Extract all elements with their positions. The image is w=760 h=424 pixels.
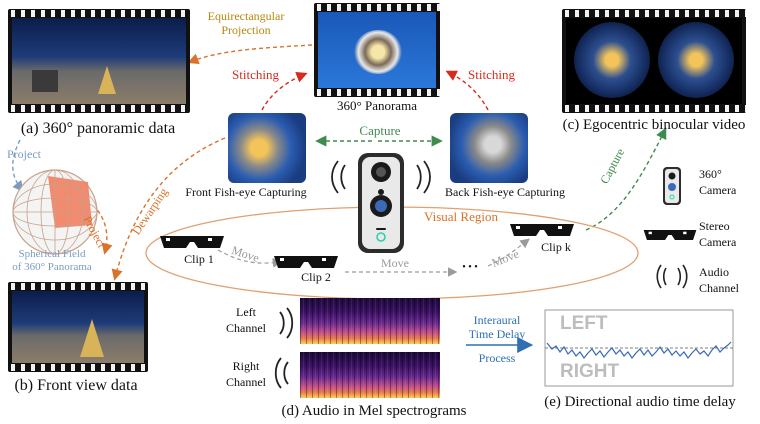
360-camera-icon: [358, 153, 404, 253]
left-plot-label: LEFT: [560, 313, 608, 334]
binocular-image: [566, 18, 742, 104]
front-fisheye-image: [228, 113, 306, 183]
panoramic-data-frame: [8, 9, 190, 113]
right-channel-label-1: Right: [232, 359, 260, 373]
front-fisheye-label: Front Fish-eye Capturing: [185, 185, 307, 199]
stereo-glasses-icon-clip2: [274, 256, 338, 268]
spherical-field-label-1: Spherical Field: [18, 248, 86, 260]
interaural-label-2: Time Delay: [468, 327, 526, 341]
panoramic-image: [12, 18, 186, 104]
tiny-planet: [354, 30, 402, 74]
stereo-glasses-icon-clip1: [160, 236, 224, 248]
arrow-stitching-right: [445, 70, 489, 111]
back-fisheye-label: Back Fish-eye Capturing: [445, 185, 565, 199]
project-left-label: Project: [7, 147, 41, 161]
clip-ellipsis: • • •: [462, 262, 478, 273]
arrow-dewarping: [111, 137, 226, 281]
spherical-field-label-2: of 360° Panorama: [12, 261, 92, 273]
legend-360-label-2: Camera: [699, 183, 737, 197]
legend-stereo-label-2: Camera: [699, 235, 737, 249]
process-label: Process: [478, 351, 516, 365]
stitching-left-label: Stitching: [232, 67, 279, 82]
clip-k-label: Clip k: [541, 240, 571, 254]
front-view-caption: (b) Front view data: [14, 377, 138, 394]
legend-audio-label-2: Channel: [699, 281, 739, 295]
wave-icon: [331, 160, 431, 194]
clip-1-label: Clip 1: [184, 252, 214, 266]
right-spectrogram: [300, 352, 440, 398]
panorama-frame: [314, 3, 440, 97]
stereo-glasses-icon-clipk: [510, 224, 574, 236]
left-channel-label-2: Channel: [226, 321, 266, 335]
left-channel-label-1: Left: [236, 305, 256, 319]
statue-shape: [32, 70, 58, 92]
capture-top-label: Capture: [359, 123, 401, 138]
time-delay-series: [546, 341, 732, 360]
panoramic-data-caption: (a) 360° panoramic data: [20, 120, 176, 137]
legend-stereo-label-1: Stereo: [699, 219, 730, 233]
globe-icon: [12, 169, 98, 255]
arrow-equirect: [187, 44, 313, 65]
directional-caption: (e) Directional audio time delay: [544, 394, 736, 410]
arrow-stitching-left: [261, 71, 308, 111]
move-label-2: Move: [381, 256, 409, 270]
panorama-image: [318, 12, 436, 88]
left-spectrogram: [300, 298, 440, 344]
legend-stereo-glasses-icon: [643, 230, 697, 240]
front-view-image: [12, 291, 144, 363]
arrow-move-3: [487, 238, 530, 267]
right-channel-label-2: Channel: [226, 375, 266, 389]
projection-label: Projection: [221, 23, 271, 37]
tree-shape: [80, 319, 104, 357]
arrow-capture-binocular: [585, 127, 667, 231]
equirect-label: Equirectangular: [207, 9, 285, 23]
panorama-caption: 360° Panorama: [337, 98, 417, 113]
legend-audio-icon: [656, 264, 688, 289]
front-view-frame: [8, 282, 148, 372]
arrow-project-left: [12, 139, 24, 193]
wave-icon-left-channel: [279, 307, 294, 339]
arrow-move-1: [217, 249, 283, 268]
tree-shape: [98, 66, 116, 94]
binocular-video-frame: [562, 9, 746, 113]
legend-360-label-1: 360°: [699, 167, 722, 181]
right-eye-view: [658, 22, 734, 98]
mel-caption: (d) Audio in Mel spectrograms: [281, 403, 467, 419]
back-fisheye-image: [450, 113, 528, 183]
right-plot-label: RIGHT: [560, 361, 620, 382]
arrow-project-right: [87, 199, 113, 255]
legend-audio-label-1: Audio: [699, 265, 729, 279]
legend-360-camera-icon: [663, 167, 681, 205]
stitching-right-label: Stitching: [468, 67, 515, 82]
interaural-label-1: Interaural: [473, 313, 521, 327]
left-eye-view: [574, 22, 650, 98]
visual-region-label: Visual Region: [424, 209, 498, 224]
clip-2-label: Clip 2: [301, 270, 331, 284]
wave-icon-right-channel: [274, 357, 289, 389]
binocular-caption: (c) Egocentric binocular video: [562, 117, 746, 133]
time-delay-plot: [544, 309, 734, 387]
